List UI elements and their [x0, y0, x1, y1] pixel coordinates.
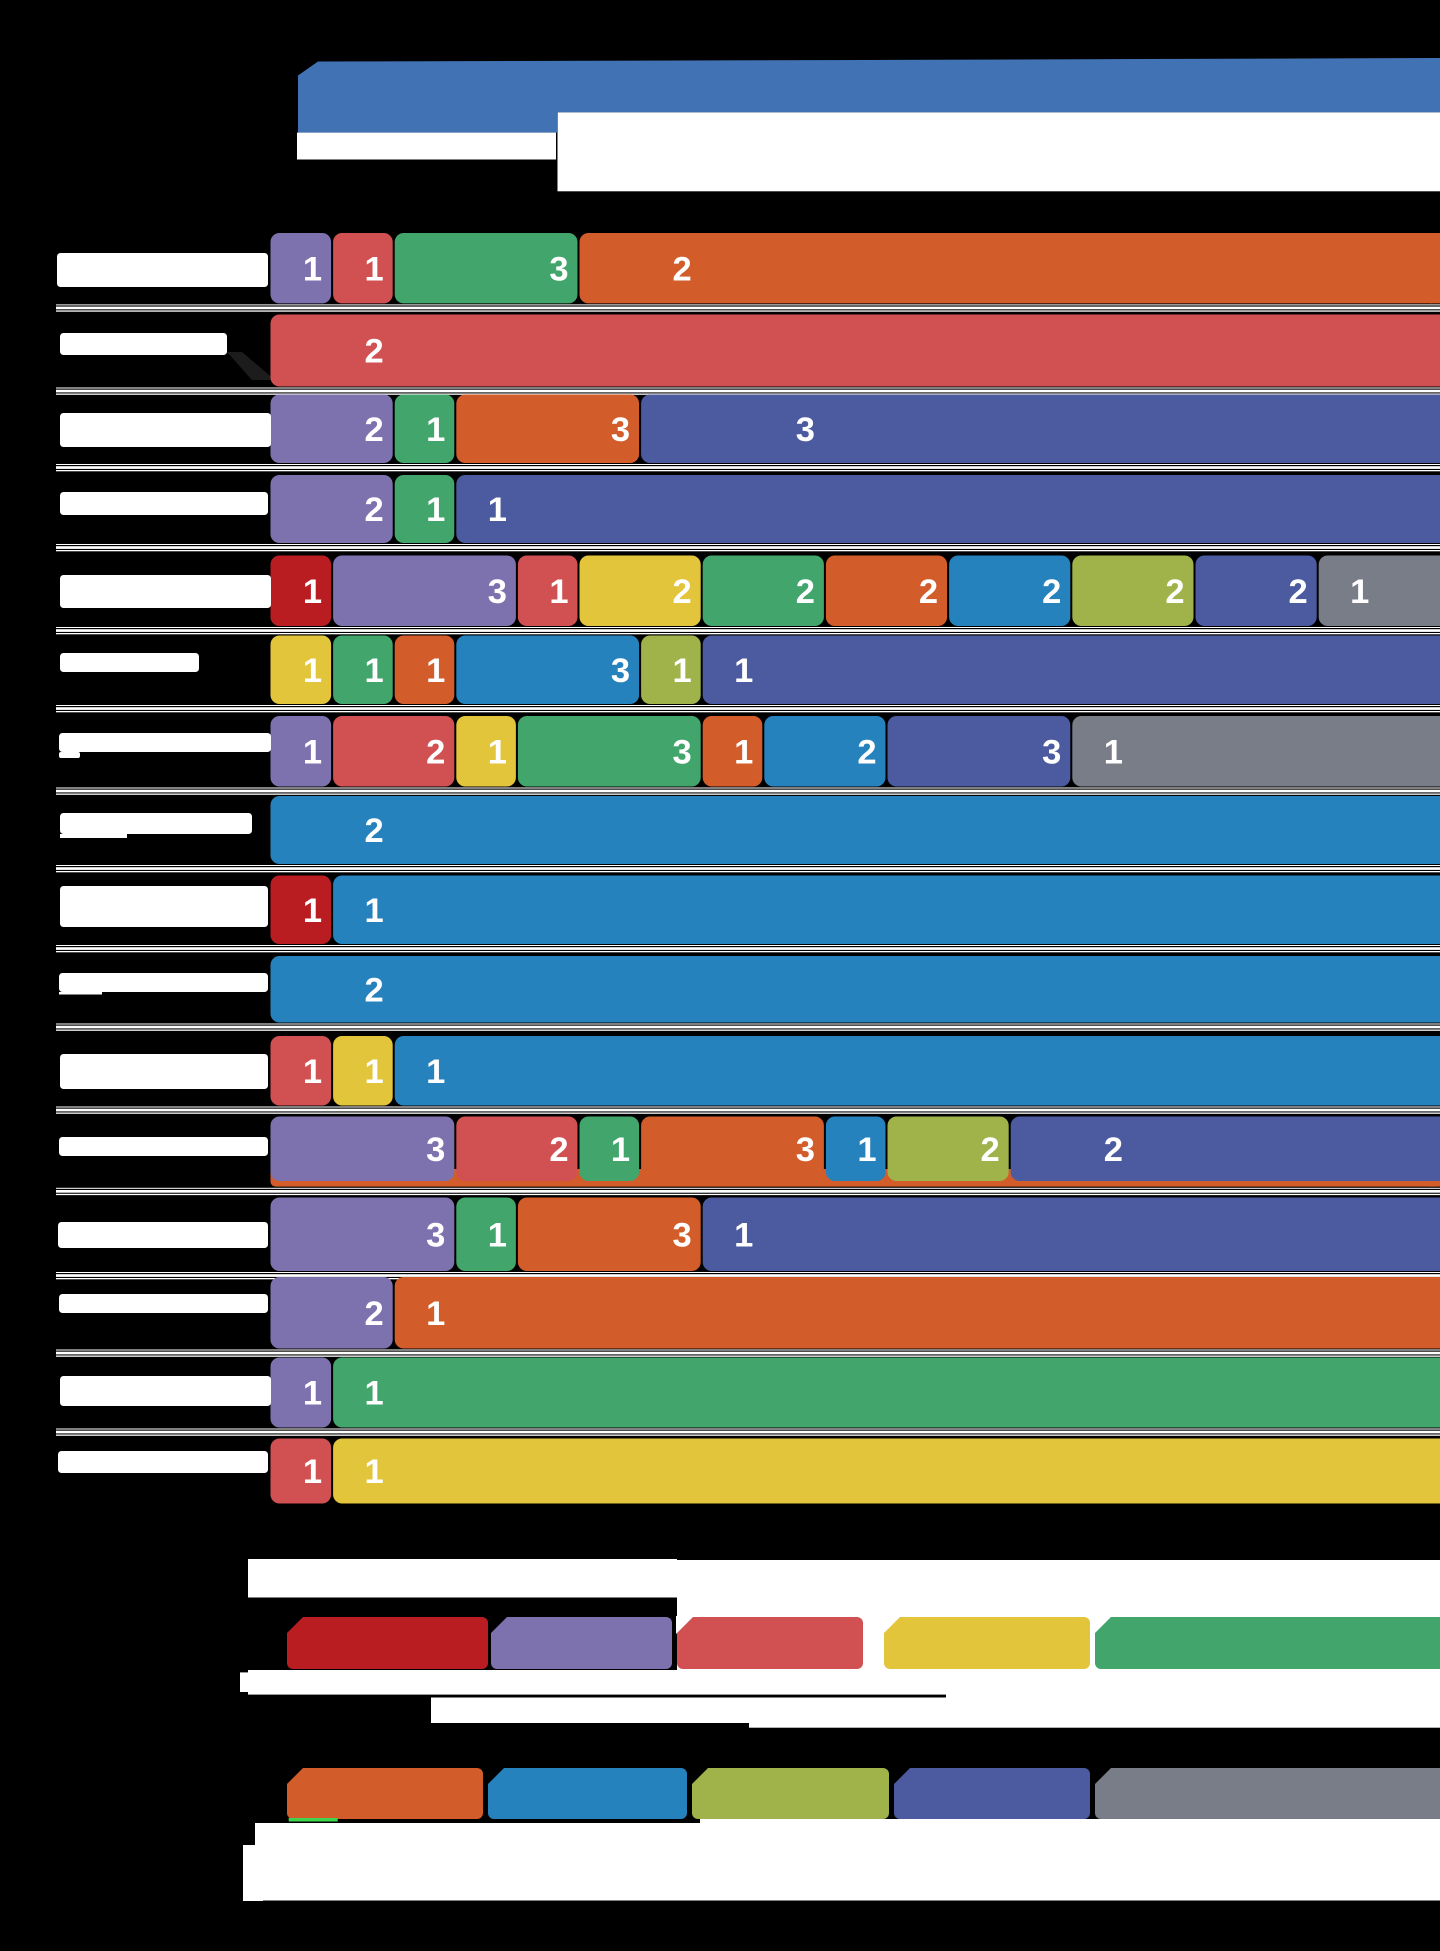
- svg-text:1: 1: [1104, 734, 1123, 772]
- svg-text:1: 1: [488, 491, 507, 529]
- svg-text:2: 2: [426, 734, 445, 772]
- svg-text:1: 1: [303, 652, 322, 690]
- svg-text:2: 2: [365, 1295, 384, 1333]
- svg-text:3: 3: [673, 734, 692, 772]
- svg-text:3: 3: [796, 411, 815, 449]
- svg-text:2: 2: [365, 812, 384, 850]
- svg-text:1: 1: [365, 1375, 384, 1413]
- svg-text:1: 1: [488, 1217, 507, 1255]
- svg-text:1: 1: [303, 1453, 322, 1491]
- svg-text:3: 3: [611, 652, 630, 690]
- svg-text:1: 1: [426, 652, 445, 690]
- svg-text:3: 3: [488, 573, 507, 611]
- svg-text:1: 1: [426, 1295, 445, 1333]
- svg-text:1: 1: [1350, 573, 1369, 611]
- svg-text:3: 3: [673, 1217, 692, 1255]
- svg-text:2: 2: [1104, 1131, 1123, 1169]
- svg-text:1: 1: [488, 734, 507, 772]
- svg-text:2: 2: [365, 972, 384, 1010]
- svg-text:1: 1: [303, 250, 322, 288]
- svg-text:2: 2: [549, 1131, 568, 1169]
- svg-text:1: 1: [734, 734, 753, 772]
- svg-text:2: 2: [1289, 573, 1308, 611]
- svg-text:2: 2: [796, 573, 815, 611]
- svg-text:1: 1: [611, 1131, 630, 1169]
- svg-text:1: 1: [857, 1131, 876, 1169]
- svg-text:1: 1: [426, 411, 445, 449]
- svg-text:3: 3: [549, 250, 568, 288]
- svg-text:1: 1: [365, 1053, 384, 1091]
- svg-text:1: 1: [365, 892, 384, 930]
- svg-text:3: 3: [611, 411, 630, 449]
- svg-text:2: 2: [1042, 573, 1061, 611]
- svg-text:1: 1: [303, 573, 322, 611]
- svg-text:1: 1: [549, 573, 568, 611]
- svg-text:2: 2: [981, 1131, 1000, 1169]
- svg-text:1: 1: [734, 1217, 753, 1255]
- svg-text:1: 1: [426, 1053, 445, 1091]
- svg-text:1: 1: [426, 491, 445, 529]
- svg-text:3: 3: [426, 1131, 445, 1169]
- svg-text:3: 3: [1042, 734, 1061, 772]
- svg-text:1: 1: [303, 1375, 322, 1413]
- svg-text:1: 1: [303, 1053, 322, 1091]
- svg-text:1: 1: [303, 892, 322, 930]
- svg-text:2: 2: [365, 491, 384, 529]
- svg-text:2: 2: [919, 573, 938, 611]
- svg-text:2: 2: [673, 250, 692, 288]
- svg-text:1: 1: [673, 652, 692, 690]
- svg-text:1: 1: [303, 734, 322, 772]
- svg-text:2: 2: [365, 411, 384, 449]
- svg-text:1: 1: [365, 250, 384, 288]
- svg-text:2: 2: [857, 734, 876, 772]
- svg-text:1: 1: [365, 1453, 384, 1491]
- svg-text:2: 2: [1165, 573, 1184, 611]
- svg-text:3: 3: [796, 1131, 815, 1169]
- svg-text:1: 1: [365, 652, 384, 690]
- svg-text:1: 1: [734, 652, 753, 690]
- svg-text:2: 2: [673, 573, 692, 611]
- svg-text:3: 3: [426, 1217, 445, 1255]
- svg-text:2: 2: [365, 333, 384, 371]
